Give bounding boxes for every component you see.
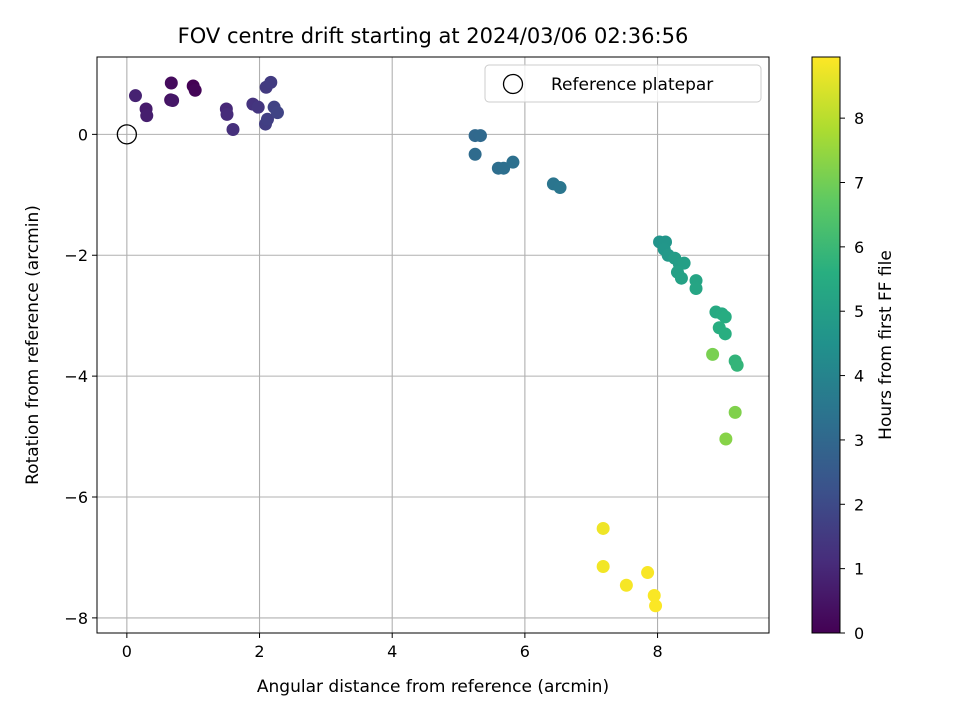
y-tick-label: −4 — [64, 367, 88, 386]
data-point — [188, 83, 202, 97]
plot-frame — [96, 56, 770, 634]
data-point — [706, 347, 720, 361]
x-tick-label: 0 — [122, 642, 132, 661]
grid-lines — [97, 57, 769, 633]
colorbar: 0 1 2 3 4 5 6 7 8 Hours from first FF file — [811, 56, 896, 643]
colorbar-frame — [811, 56, 841, 634]
colorbar-tick-label: 1 — [854, 560, 864, 579]
y-axis-label: Rotation from reference (arcmin) — [23, 205, 43, 485]
data-point — [226, 123, 240, 137]
colorbar-tick-label: 4 — [854, 367, 864, 386]
colorbar-tick-label: 7 — [854, 173, 864, 192]
legend-marker-open-circle — [502, 73, 524, 95]
data-point — [473, 129, 487, 143]
x-tick-label: 4 — [387, 642, 397, 661]
x-tick-label: 6 — [520, 642, 530, 661]
colorbar-tick-label: 6 — [854, 238, 864, 257]
data-point — [220, 107, 234, 121]
data-point — [641, 566, 655, 580]
colorbar-tick-label: 2 — [854, 495, 864, 514]
data-point — [649, 599, 663, 613]
x-tick-label: 8 — [652, 642, 662, 661]
data-point — [730, 358, 744, 372]
y-tick-label: −2 — [64, 246, 88, 265]
data-point — [468, 147, 482, 161]
data-point — [553, 181, 567, 195]
data-point — [260, 112, 274, 126]
data-point — [264, 75, 278, 89]
colorbar-tick-label: 5 — [854, 302, 864, 321]
data-point — [719, 432, 733, 446]
x-axis-label: Angular distance from reference (arcmin) — [257, 677, 609, 697]
data-point — [270, 106, 284, 120]
data-point — [728, 405, 742, 419]
colorbar-tick-label: 0 — [854, 624, 864, 643]
legend-box — [484, 64, 762, 103]
data-point — [619, 578, 633, 592]
data-point — [596, 560, 610, 574]
data-point — [164, 76, 178, 90]
data-point — [718, 327, 732, 341]
colorbar-gradient — [812, 57, 840, 633]
y-tick-label: −6 — [64, 488, 88, 507]
data-point — [497, 161, 511, 175]
data-point — [674, 271, 688, 285]
scatter-points — [116, 75, 744, 613]
data-point — [647, 589, 661, 603]
x-tick-label: 2 — [254, 642, 264, 661]
data-point — [140, 109, 154, 123]
chart-title: FOV centre drift starting at 2024/03/06 … — [178, 24, 689, 48]
colorbar-tick-label: 8 — [854, 109, 864, 128]
reference-platepar-marker — [116, 124, 138, 145]
data-point — [166, 94, 180, 108]
axis-ticks: 0 2 4 6 8 0 −2 −4 −6 −8 — [64, 125, 662, 661]
data-point — [677, 256, 691, 270]
data-point — [506, 155, 520, 169]
legend-label: Reference platepar — [551, 75, 713, 95]
y-tick-label: −8 — [64, 609, 88, 628]
colorbar-ticks: 0 1 2 3 4 5 6 7 8 — [840, 109, 864, 643]
legend: Reference platepar — [484, 64, 762, 103]
data-point — [596, 521, 610, 535]
colorbar-tick-label: 3 — [854, 431, 864, 450]
data-point — [251, 100, 265, 114]
data-point — [128, 89, 142, 103]
colorbar-label: Hours from first FF file — [876, 250, 896, 440]
data-point — [718, 310, 732, 324]
y-tick-label: 0 — [78, 125, 88, 144]
data-point — [689, 281, 703, 295]
